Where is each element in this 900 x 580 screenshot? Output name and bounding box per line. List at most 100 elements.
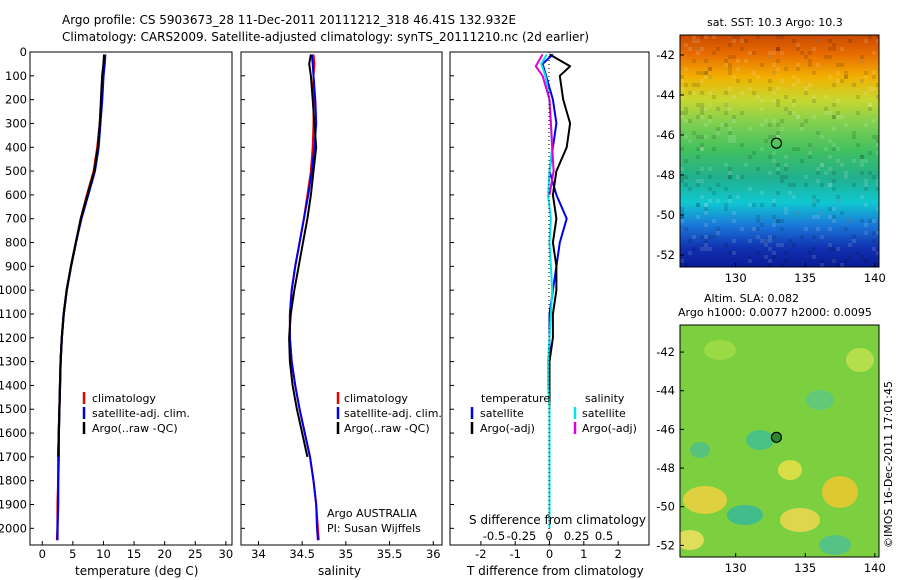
difference-legend: temperature salinity satellite Argo(-adj…	[470, 392, 637, 435]
heatmap-cell	[764, 119, 768, 123]
pi-annotation: PI: Susan Wijffels	[327, 522, 421, 535]
heatmap-cell	[780, 263, 784, 267]
heatmap-cell	[760, 63, 764, 67]
heatmap-cell	[804, 119, 808, 123]
heatmap-cell	[836, 99, 840, 103]
map-y-tick-label: -44	[656, 384, 675, 398]
heatmap-cell	[796, 211, 800, 215]
heatmap-cell	[828, 111, 832, 115]
heatmap-cell	[780, 227, 784, 231]
heatmap-cell	[836, 147, 840, 151]
heatmap-cell	[744, 39, 748, 43]
heatmap-cell	[876, 183, 879, 187]
heatmap-cell	[864, 183, 868, 187]
heatmap-cell	[812, 195, 816, 199]
heatmap-cell	[864, 75, 868, 79]
heatmap-cell	[696, 147, 700, 151]
heatmap-cell	[688, 119, 692, 123]
heatmap-cell	[872, 135, 876, 139]
heatmap-cell	[832, 179, 836, 183]
heatmap-cell	[712, 147, 716, 151]
heatmap-cell	[824, 111, 828, 115]
heatmap-cell	[728, 71, 732, 75]
heatmap-cell	[844, 123, 848, 127]
heatmap-cell	[812, 199, 816, 203]
heatmap-cell	[724, 187, 728, 191]
heatmap-cell	[700, 235, 704, 239]
heatmap-cell	[736, 35, 740, 39]
heatmap-cell	[876, 187, 879, 191]
heatmap-cell	[680, 75, 684, 79]
heatmap-cell	[792, 111, 796, 115]
heatmap-cell	[792, 103, 796, 107]
depth-tick-label: 1400	[0, 378, 27, 392]
sla-anomaly-blob	[778, 460, 802, 480]
heatmap-cell	[776, 47, 780, 51]
heatmap-cell	[792, 243, 796, 247]
heatmap-cell	[732, 119, 736, 123]
x-tick-label: 2	[614, 547, 621, 561]
heatmap-cell	[816, 63, 820, 67]
heatmap-cell	[724, 63, 728, 67]
heatmap-cell	[824, 107, 828, 111]
heatmap-cell	[808, 151, 812, 155]
heatmap-cell	[740, 227, 744, 231]
heatmap-cell	[708, 75, 712, 79]
heatmap-cell	[748, 87, 752, 91]
heatmap-cell	[712, 219, 716, 223]
heatmap-cell	[724, 103, 728, 107]
heatmap-cell	[756, 35, 760, 39]
heatmap-cell	[820, 183, 824, 187]
salinity-plot-frame	[240, 51, 443, 546]
heatmap-cell	[816, 199, 820, 203]
heatmap-cell	[844, 75, 848, 79]
heatmap-cell	[848, 39, 852, 43]
heatmap-cell	[776, 59, 780, 63]
heatmap-cell	[772, 203, 776, 207]
x-tick-label: -1	[509, 547, 520, 561]
heatmap-cell	[820, 163, 824, 167]
heatmap-cell	[776, 167, 780, 171]
heatmap-cell	[828, 139, 832, 143]
x-tick-label: -2	[475, 547, 486, 561]
heatmap-cell	[680, 147, 684, 151]
temperature-plot-frame	[29, 51, 233, 546]
heatmap-cell	[700, 47, 704, 51]
heatmap-cell	[848, 219, 852, 223]
heatmap-cell	[696, 103, 700, 107]
map-y-tick-label: -46	[656, 422, 675, 436]
temperature-axis-label: temperature (deg C)	[75, 564, 198, 578]
heatmap-cell	[796, 43, 800, 47]
x-tick-label: 1	[580, 547, 587, 561]
legend-label-climatology: climatology	[92, 392, 156, 405]
series-line	[288, 54, 318, 458]
heatmap-cell	[796, 47, 800, 51]
heatmap-cell	[768, 123, 772, 127]
heatmap-cell	[780, 127, 784, 131]
heatmap-cell	[816, 215, 820, 219]
heatmap-cell	[872, 119, 876, 123]
heatmap-cell	[768, 51, 772, 55]
heatmap-cell	[772, 159, 776, 163]
sla-anomaly-blob	[822, 476, 858, 508]
heatmap-cell	[812, 247, 816, 251]
heatmap-cell	[808, 51, 812, 55]
legend-label-s-satellite: satellite	[582, 407, 626, 420]
heatmap-cell	[852, 131, 856, 135]
heatmap-cell	[696, 203, 700, 207]
heatmap-cell	[760, 123, 764, 127]
heatmap-cell	[844, 75, 848, 79]
heatmap-cell	[828, 47, 832, 51]
heatmap-cell	[876, 35, 879, 39]
heatmap-cell	[768, 135, 772, 139]
heatmap-cell	[836, 115, 840, 119]
heatmap-cell	[708, 199, 712, 203]
heatmap-cell	[756, 227, 760, 231]
heatmap-cell	[828, 207, 832, 211]
heatmap-cell	[780, 179, 784, 183]
map-y-tick-label: -42	[656, 345, 675, 359]
heatmap-cell	[728, 67, 732, 71]
x-tick-label-salinity: -0.25	[507, 529, 537, 543]
heatmap-cell	[752, 203, 756, 207]
heatmap-cell	[704, 71, 708, 75]
